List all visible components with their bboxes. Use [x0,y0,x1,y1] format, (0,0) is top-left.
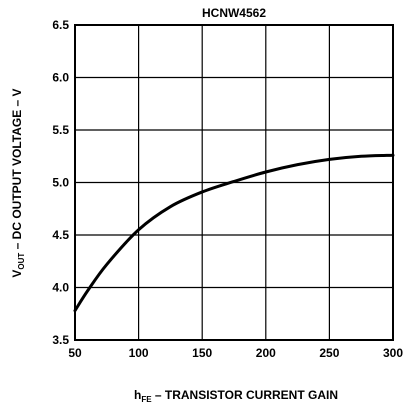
chart-title: HCNW4562 [202,6,266,20]
y-axis-label-sub: OUT [17,253,26,270]
x-tick-label: 200 [256,346,276,360]
y-tick-label: 5.5 [52,123,69,137]
y-tick-label: 3.5 [52,333,69,347]
y-tick-label: 4.5 [52,228,69,242]
plot-frame [74,24,394,341]
y-axis-label-main: V [10,270,24,278]
y-tick-label: 4.0 [52,281,69,295]
y-tick-label: 5.0 [52,176,69,190]
series-line-0 [73,153,395,313]
x-axis-label-rest: – TRANSISTOR CURRENT GAIN [152,388,338,402]
grid-layer [75,25,393,340]
x-tick-label: 50 [68,346,82,360]
y-axis-label: VOUT – DC OUTPUT VOLTAGE – V [10,88,26,277]
tick-layer: 50 100 150 200 250 300 3.5 4.0 4.5 5.0 5.5 6.0 6.5 [52,18,403,360]
x-axis-label: hFE – TRANSISTOR CURRENT GAIN [134,388,338,404]
x-axis-label-main: h [134,388,141,402]
x-tick-label: 300 [383,346,403,360]
y-axis-label-rest: – DC OUTPUT VOLTAGE – V [10,88,24,252]
x-tick-label: 150 [192,346,212,360]
y-tick-label: 6.0 [52,71,69,85]
x-axis-label-sub: FE [141,395,152,404]
series-layer [73,153,395,313]
x-tick-label: 100 [129,346,149,360]
y-tick-label: 6.5 [52,18,69,32]
x-tick-label: 250 [319,346,339,360]
